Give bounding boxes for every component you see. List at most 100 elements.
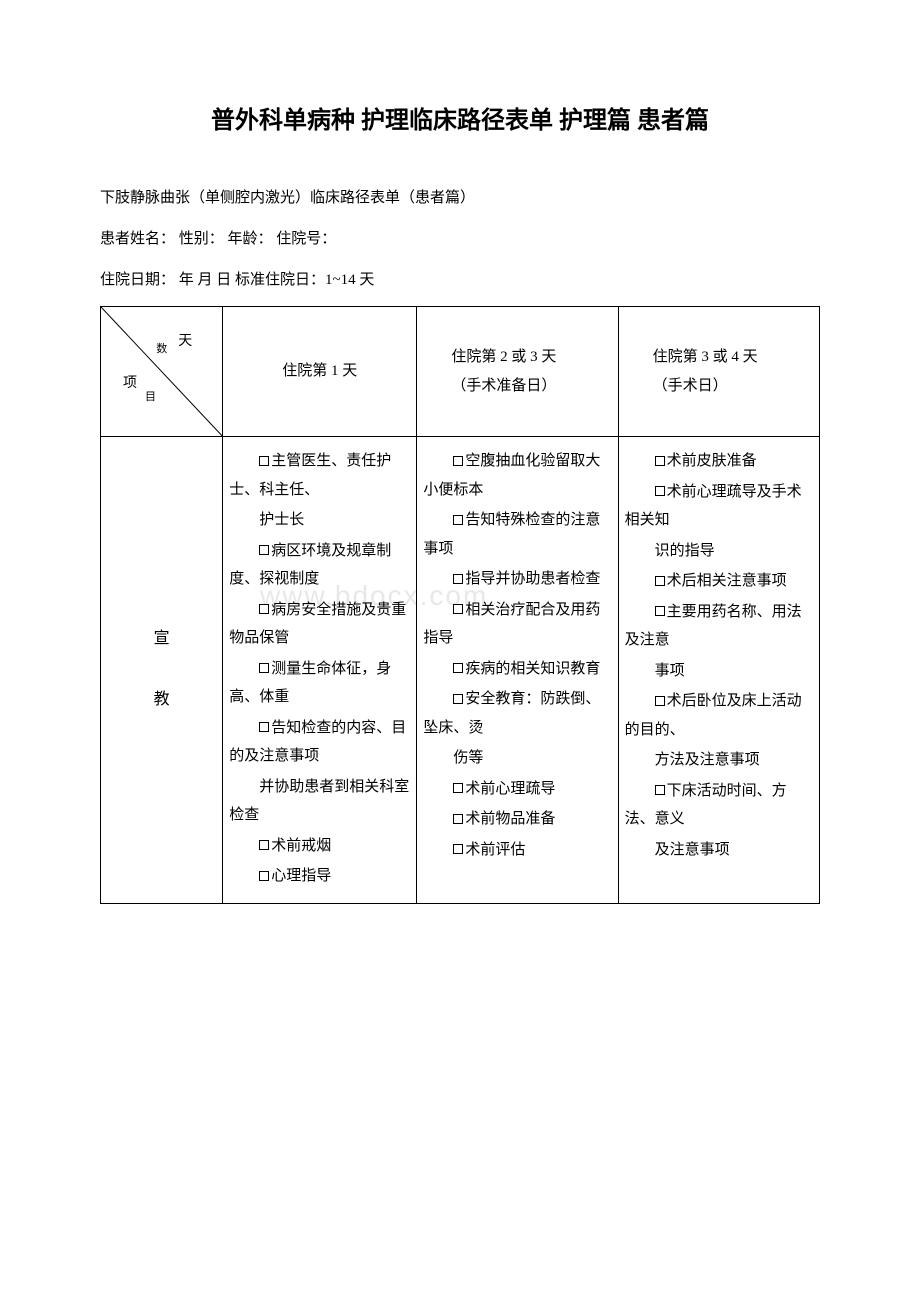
- list-item: 并协助患者到相关科室检查: [229, 773, 410, 830]
- item-text: 术后卧位及床上活动的目的、: [625, 693, 802, 738]
- checkbox-icon: [259, 456, 269, 466]
- list-item: 识的指导: [625, 537, 813, 566]
- clinical-path-table: 天 数 项 目 住院第 1 天 住院第 2 或 3 天 （手术准备日） 住院第 …: [100, 306, 820, 904]
- list-item: 病区环境及规章制度、探视制度: [229, 537, 410, 594]
- item-text: 事项: [655, 663, 685, 679]
- item-text: 主管医生、责任护士、科主任、: [229, 453, 391, 498]
- diag-label-bottom-sub: 目: [145, 387, 156, 408]
- list-item: 术前戒烟: [229, 832, 410, 861]
- item-text: 安全教育：防跌倒、坠床、烫: [423, 691, 600, 736]
- checkbox-icon: [259, 604, 269, 614]
- item-text: 测量生命体征，身高、体重: [229, 661, 391, 706]
- checkbox-icon: [453, 663, 463, 673]
- list-item: 安全教育：防跌倒、坠床、烫: [423, 685, 611, 742]
- list-item: 主要用药名称、用法及注意: [625, 598, 813, 655]
- item-text: 术后相关注意事项: [667, 573, 787, 589]
- item-text: 伤等: [453, 750, 483, 766]
- checkbox-icon: [259, 722, 269, 732]
- header-day2-line1: 住院第 2 或 3 天: [421, 343, 613, 372]
- patient-info-line: 患者姓名： 性别： 年龄： 住院号：: [100, 226, 820, 253]
- item-text: 空腹抽血化验留取大小便标本: [423, 453, 600, 498]
- row-label-cell: 宣 教: [101, 437, 223, 904]
- list-item: 术前心理疏导及手术相关知: [625, 478, 813, 535]
- row-label-char2: 教: [154, 685, 170, 715]
- list-item: 测量生命体征，身高、体重: [229, 655, 410, 712]
- item-text: 术前物品准备: [465, 811, 555, 827]
- item-text: 指导并协助患者检查: [465, 571, 600, 587]
- list-item: 告知检查的内容、目的及注意事项: [229, 714, 410, 771]
- list-item: 病房安全措施及贵重物品保管: [229, 596, 410, 653]
- list-item: 术前皮肤准备: [625, 447, 813, 476]
- list-item: 下床活动时间、方法、意义: [625, 777, 813, 834]
- item-text: 术前皮肤准备: [667, 453, 757, 469]
- list-item: 指导并协助患者检查: [423, 565, 611, 594]
- item-text: 告知检查的内容、目的及注意事项: [229, 720, 406, 765]
- list-item: 心理指导: [229, 862, 410, 891]
- list-item: 主管医生、责任护士、科主任、: [229, 447, 410, 504]
- item-text: 护士长: [259, 512, 304, 528]
- list-item: 告知特殊检查的注意事项: [423, 506, 611, 563]
- list-item: 疾病的相关知识教育: [423, 655, 611, 684]
- diag-label-bottom: 项: [123, 371, 137, 398]
- diag-label-top: 天: [178, 329, 192, 356]
- checkbox-icon: [655, 576, 665, 586]
- checkbox-icon: [453, 574, 463, 584]
- list-item: 术前心理疏导: [423, 775, 611, 804]
- item-text: 方法及注意事项: [655, 752, 760, 768]
- item-text: 疾病的相关知识教育: [465, 661, 600, 677]
- item-text: 术前心理疏导: [465, 781, 555, 797]
- header-day3: 住院第 3 或 4 天 （手术日）: [618, 307, 819, 437]
- item-text: 及注意事项: [655, 842, 730, 858]
- header-day3-line2: （手术日）: [623, 372, 815, 401]
- list-item: 事项: [625, 657, 813, 686]
- hospital-date-line: 住院日期： 年 月 日 标准住院日：1~14 天: [100, 267, 820, 294]
- checkbox-icon: [453, 515, 463, 525]
- checkbox-icon: [655, 785, 665, 795]
- list-item: 护士长: [229, 506, 410, 535]
- list-item: 术后相关注意事项: [625, 567, 813, 596]
- checkbox-icon: [453, 783, 463, 793]
- list-item: 方法及注意事项: [625, 746, 813, 775]
- item-text: 识的指导: [655, 543, 715, 559]
- checkbox-icon: [655, 456, 665, 466]
- item-text: 病区环境及规章制度、探视制度: [229, 543, 391, 588]
- list-item: 及注意事项: [625, 836, 813, 865]
- page-content: 普外科单病种 护理临床路径表单 护理篇 患者篇 下肢静脉曲张（单侧腔内激光）临床…: [100, 100, 820, 904]
- list-item: 术后卧位及床上活动的目的、: [625, 687, 813, 744]
- checkbox-icon: [655, 606, 665, 616]
- day1-content: 主管医生、责任护士、科主任、护士长病区环境及规章制度、探视制度病房安全措施及贵重…: [223, 437, 417, 904]
- header-day2: 住院第 2 或 3 天 （手术准备日）: [417, 307, 618, 437]
- checkbox-icon: [655, 486, 665, 496]
- item-text: 心理指导: [271, 868, 331, 884]
- list-item: 相关治疗配合及用药指导: [423, 596, 611, 653]
- list-item: 伤等: [423, 744, 611, 773]
- item-text: 术前评估: [465, 842, 525, 858]
- checkbox-icon: [453, 456, 463, 466]
- checkbox-icon: [453, 814, 463, 824]
- item-text: 术前戒烟: [271, 838, 331, 854]
- item-text: 病房安全措施及贵重物品保管: [229, 602, 406, 647]
- diag-label-top-sub: 数: [156, 339, 167, 360]
- checkbox-icon: [259, 840, 269, 850]
- checkbox-icon: [259, 545, 269, 555]
- checkbox-icon: [453, 604, 463, 614]
- header-day2-line2: （手术准备日）: [421, 372, 613, 401]
- day3-content: 术前皮肤准备术前心理疏导及手术相关知识的指导术后相关注意事项主要用药名称、用法及…: [618, 437, 819, 904]
- item-text: 术前心理疏导及手术相关知: [625, 484, 802, 529]
- header-day3-line1: 住院第 3 或 4 天: [623, 343, 815, 372]
- document-subtitle: 下肢静脉曲张（单侧腔内激光）临床路径表单（患者篇）: [100, 185, 820, 212]
- item-text: 主要用药名称、用法及注意: [625, 604, 802, 649]
- header-day1: 住院第 1 天: [223, 307, 417, 437]
- checkbox-icon: [453, 694, 463, 704]
- day2-content: 空腹抽血化验留取大小便标本告知特殊检查的注意事项指导并协助患者检查相关治疗配合及…: [417, 437, 618, 904]
- table-content-row: 宣 教 主管医生、责任护士、科主任、护士长病区环境及规章制度、探视制度病房安全措…: [101, 437, 820, 904]
- item-text: 并协助患者到相关科室检查: [229, 779, 409, 824]
- checkbox-icon: [259, 871, 269, 881]
- item-text: 下床活动时间、方法、意义: [625, 783, 787, 828]
- list-item: 空腹抽血化验留取大小便标本: [423, 447, 611, 504]
- list-item: 术前物品准备: [423, 805, 611, 834]
- table-header-row: 天 数 项 目 住院第 1 天 住院第 2 或 3 天 （手术准备日） 住院第 …: [101, 307, 820, 437]
- list-item: 术前评估: [423, 836, 611, 865]
- diagonal-line: [101, 307, 222, 436]
- checkbox-icon: [259, 663, 269, 673]
